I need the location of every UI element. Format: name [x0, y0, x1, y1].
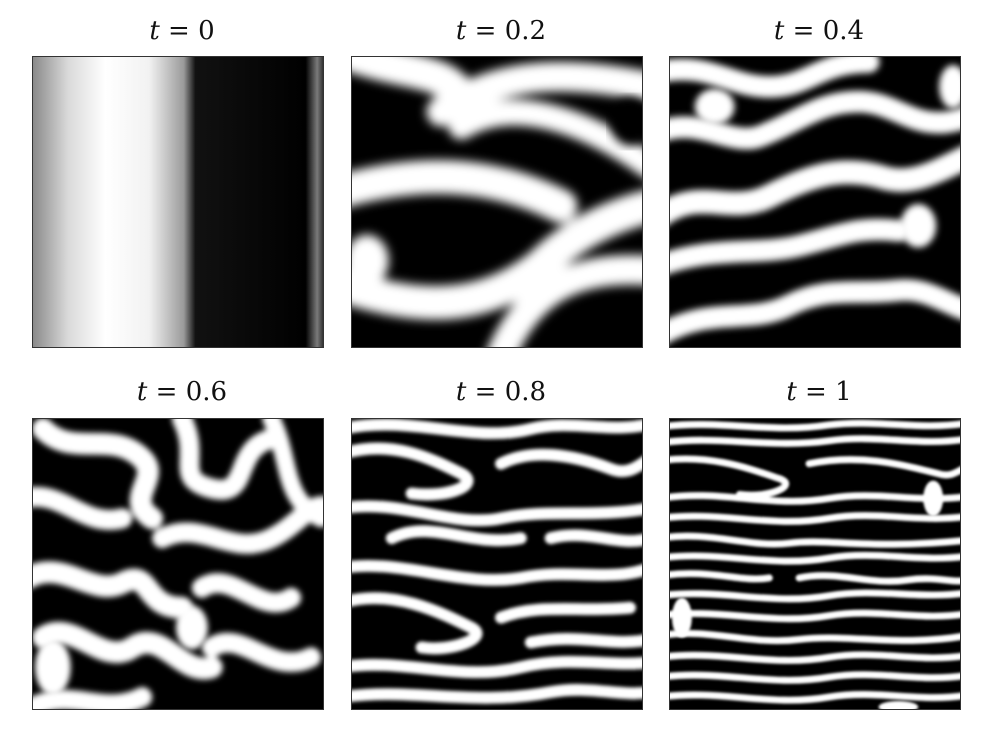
panel-title-t04: t = 0.4 — [773, 16, 865, 46]
pattern-t06 — [33, 419, 323, 709]
panel-title-t1: t = 1 — [786, 377, 852, 407]
panel-title-t0: t = 0 — [149, 16, 215, 46]
pattern-t04 — [670, 57, 960, 347]
panel-title-t02: t = 0.2 — [455, 16, 547, 46]
pattern-t02 — [352, 57, 642, 347]
pattern-panel-t06 — [32, 418, 324, 710]
pattern-panel-t08 — [351, 418, 643, 710]
pattern-t1 — [670, 419, 960, 709]
pattern-t08 — [352, 419, 642, 709]
pattern-panel-t02 — [351, 56, 643, 348]
pattern-panel-t1 — [669, 418, 961, 710]
pattern-panel-t0 — [32, 56, 324, 348]
panel-title-t06: t = 0.6 — [136, 377, 228, 407]
pattern-panel-t04 — [669, 56, 961, 348]
panel-title-t08: t = 0.8 — [455, 377, 547, 407]
pattern-t0 — [33, 57, 323, 347]
